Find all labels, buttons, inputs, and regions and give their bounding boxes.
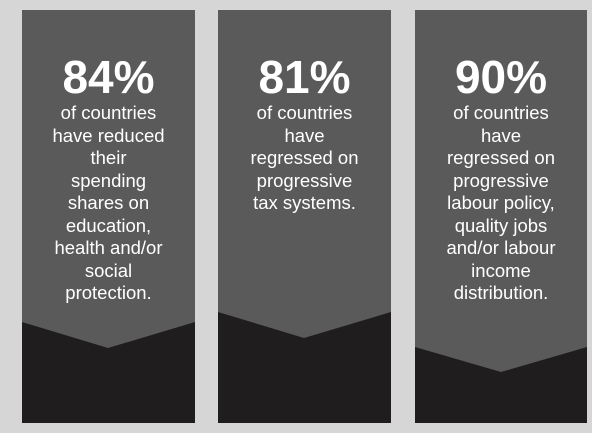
stat-value: 84% [62, 51, 155, 103]
stat-value: 81% [258, 51, 351, 103]
stat-description: of countries have reduced their spending… [52, 102, 165, 303]
chevron-banner-shape [415, 10, 587, 372]
stat-card-tax: 81% of countries have regressed on progr… [218, 10, 391, 423]
stat-description: of countries have regressed on progressi… [250, 102, 359, 213]
chevron-banner-shape [22, 10, 195, 348]
stat-card-labour: 90% of countries have regressed on progr… [415, 10, 587, 423]
chevron-banner-shape [218, 10, 391, 338]
stat-description: of countries have regressed on progressi… [446, 102, 556, 303]
stat-value: 90% [454, 51, 548, 103]
stat-card-education: 84% of countries have reduced their spen… [22, 10, 195, 423]
